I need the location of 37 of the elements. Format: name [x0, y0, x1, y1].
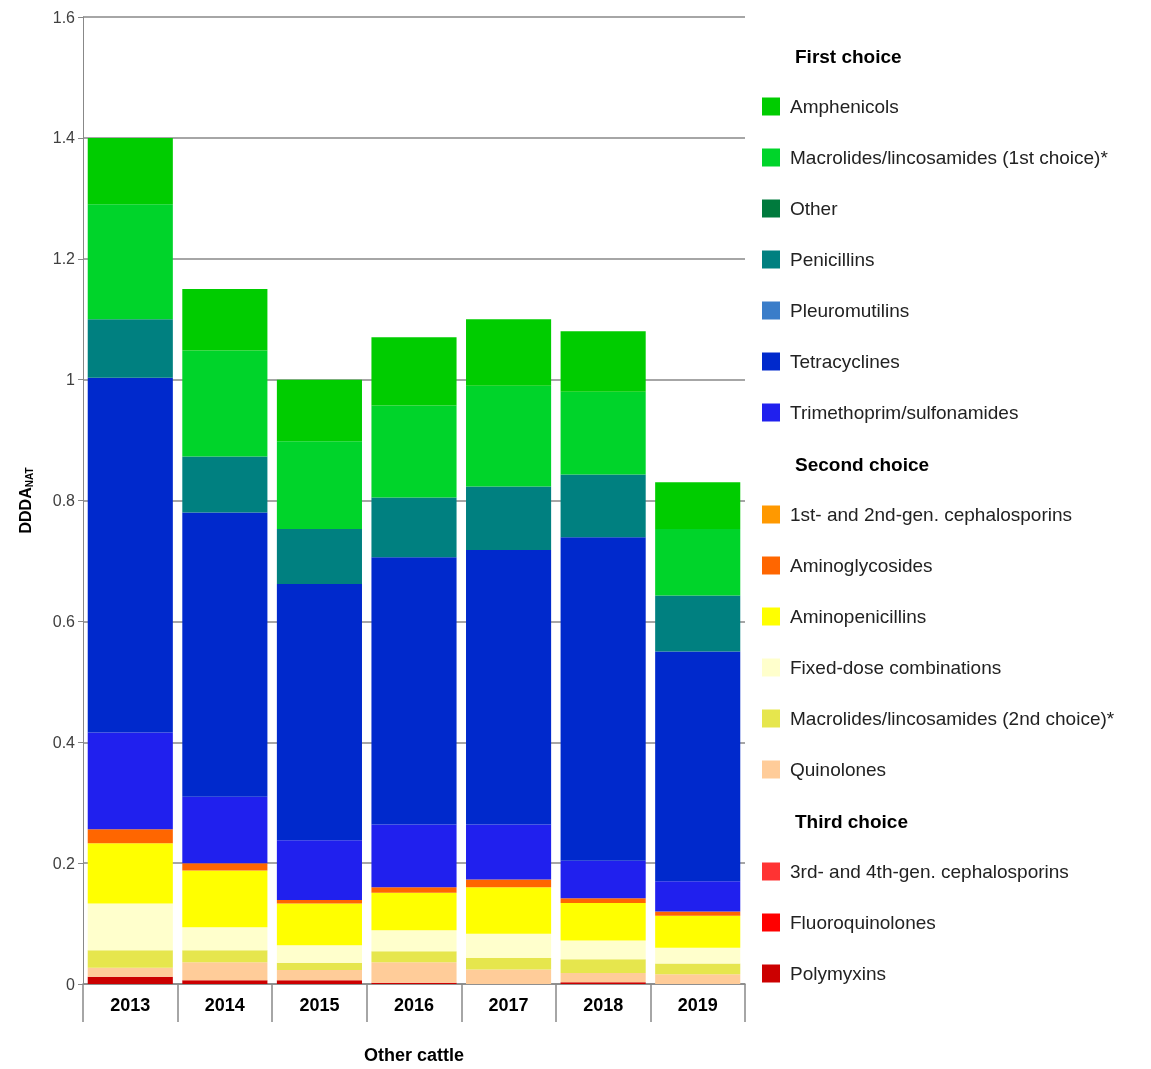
x-tick-label: 2019	[677, 995, 718, 1015]
legend-label: Other	[790, 198, 839, 219]
legend-label: Penicillins	[790, 249, 875, 270]
y-tick-label: 1.2	[52, 250, 76, 268]
text: First choice	[795, 46, 902, 67]
legend-label: Aminoglycosides	[790, 555, 933, 576]
legend-label: Polymyxins	[790, 963, 887, 984]
legend-label: Pleuromutilins	[790, 300, 910, 321]
y-tick-label: 0.6	[52, 612, 76, 630]
legend-label: Macrolides/lincosamides (1st choice)*	[790, 147, 1109, 168]
x-tick-label: 2014	[204, 995, 245, 1015]
legend-label: Trimethoprim/sulfonamides	[790, 402, 1019, 423]
legend-label: Fluoroquinolones	[790, 912, 936, 933]
y-tick-label: 1.4	[52, 129, 76, 147]
y-tick-label: 1	[66, 371, 76, 389]
legend-label: Quinolones	[790, 759, 887, 780]
legend-label: 3rd- and 4th-gen. cephalosporins	[790, 861, 1069, 882]
x-tick-label: 2017	[488, 995, 529, 1015]
legend-label: Macrolides/lincosamides (2nd choice)*	[790, 708, 1115, 729]
legend-label: Fixed-dose combinations	[790, 657, 1002, 678]
legend-label: Tetracyclines	[790, 351, 900, 372]
legend-label: 1st- and 2nd-gen. cephalosporins	[790, 504, 1073, 525]
x-tick-label: 2013	[110, 995, 151, 1015]
x-axis-title: Other cattle	[363, 1045, 465, 1065]
legend-label: Aminopenicillins	[790, 606, 927, 627]
y-tick-label: 0	[66, 975, 76, 993]
legend-label: Amphenicols	[790, 96, 899, 117]
x-tick-label: 2015	[299, 995, 340, 1015]
text: Second choice	[795, 454, 930, 475]
text: Third choice	[795, 811, 908, 832]
x-tick-label: 2018	[583, 995, 624, 1015]
y-tick-label: 0.4	[52, 733, 76, 751]
y-tick-label: 1.6	[52, 8, 76, 26]
y-tick-label: 0.2	[52, 854, 76, 872]
x-tick-label: 2016	[393, 995, 435, 1015]
y-axis-title: DDDANAT	[16, 467, 35, 534]
y-tick-label: 0.8	[52, 492, 76, 509]
